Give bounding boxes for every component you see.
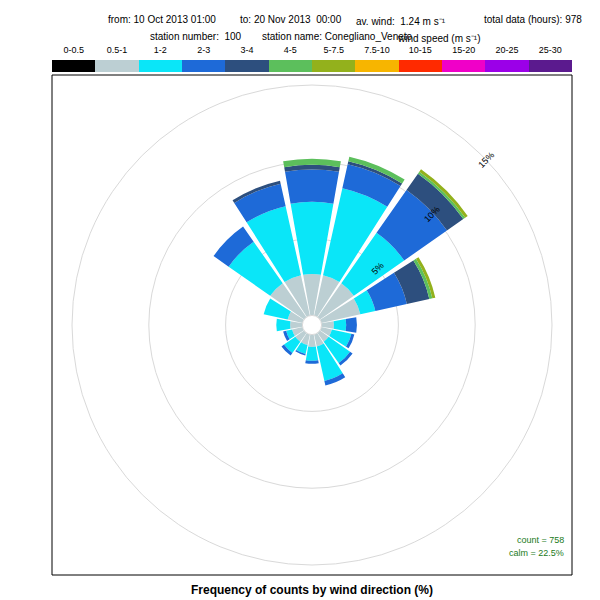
html-text:station name: Conegliano_Venet: station name: Conegliano_Veneto [262,31,413,42]
html-text:1-2: 1-2 [153,45,167,55]
html-text:25-30: 25-30 [538,45,562,55]
svg-text:10%: 10% [422,204,442,224]
html-text:5-7.5: 5-7.5 [323,45,344,55]
html-text:total data (hours): 978: total data (hours): 978 [484,14,582,25]
html-text:station number: 100: station number: 100 [150,31,242,42]
html-text:10-15: 10-15 [408,45,432,55]
svg-text:15%: 15% [476,150,496,170]
html-text:wind speed (m s⁻¹): wind speed (m s⁻¹) [398,33,481,44]
svg-text:5%: 5% [370,260,386,276]
svg-text:count = 758: count = 758 [517,535,564,545]
html-text:2-3: 2-3 [197,45,211,55]
html-text:4-5: 4-5 [283,45,297,55]
svg-text:Frequency of counts by wind di: Frequency of counts by wind direction (%… [191,583,433,597]
html-text:0.5-1: 0.5-1 [106,45,128,55]
html-text:7.5-10: 7.5-10 [364,45,390,55]
svg-text:calm = 22.5%: calm = 22.5% [509,548,564,558]
html-text:0-0.5: 0-0.5 [63,45,84,55]
html-text:15-20: 15-20 [452,45,476,55]
html-text:from: 10 Oct 2013 01:00: from: 10 Oct 2013 01:00 [108,14,216,25]
html-text:20-25: 20-25 [495,45,519,55]
html-text:3-4: 3-4 [240,45,254,55]
html-text:av. wind: 1.24 m s⁻¹: av. wind: 1.24 m s⁻¹ [356,16,445,27]
html-text:to: 20 Nov 2013 00:00: to: 20 Nov 2013 00:00 [240,14,342,25]
